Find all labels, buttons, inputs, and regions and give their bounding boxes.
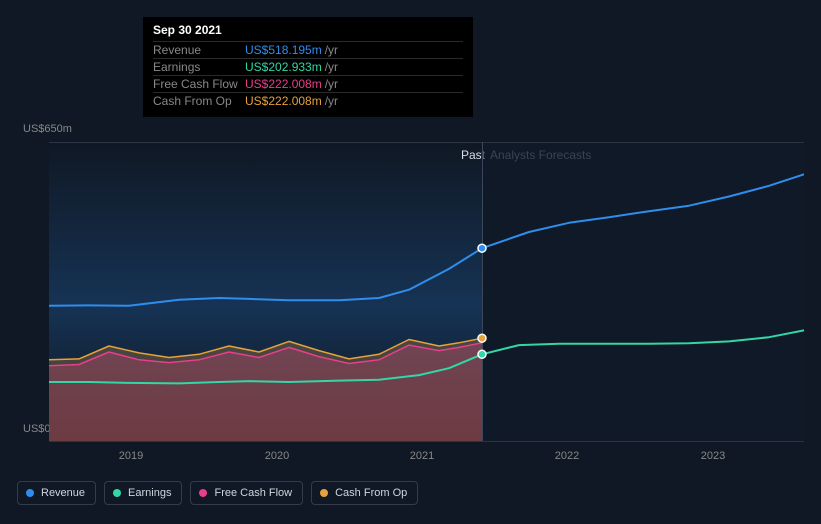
tooltip-row-label: Cash From Op bbox=[153, 94, 245, 108]
x-axis-label: 2019 bbox=[119, 450, 143, 462]
x-axis-label: 2023 bbox=[701, 450, 725, 462]
tooltip-date: Sep 30 2021 bbox=[153, 23, 463, 37]
legend-dot-icon bbox=[199, 489, 207, 497]
tooltip-row: Free Cash FlowUS$222.008m/yr bbox=[153, 75, 463, 92]
legend-item[interactable]: Earnings bbox=[104, 481, 182, 505]
legend-item-label: Cash From Op bbox=[335, 487, 407, 499]
earnings-revenue-chart: US$650m US$0 Past Analysts Forecasts 201… bbox=[17, 0, 804, 524]
x-axis-label: 2021 bbox=[410, 450, 434, 462]
legend-item[interactable]: Revenue bbox=[17, 481, 96, 505]
tooltip-row-value: US$518.195m bbox=[245, 43, 322, 57]
y-axis-max-label: US$650m bbox=[23, 123, 72, 135]
chart-legend: Revenue Earnings Free Cash Flow Cash From O… bbox=[17, 481, 418, 505]
tooltip-row-label: Free Cash Flow bbox=[153, 77, 245, 91]
y-axis-min-label: US$0 bbox=[23, 423, 51, 435]
tooltip-row: EarningsUS$202.933m/yr bbox=[153, 58, 463, 75]
legend-dot-icon bbox=[26, 489, 34, 497]
legend-item[interactable]: Free Cash Flow bbox=[190, 481, 303, 505]
chart-tooltip: Sep 30 2021 RevenueUS$518.195m/yrEarning… bbox=[143, 17, 473, 117]
tooltip-row-unit: /yr bbox=[325, 43, 338, 57]
x-axis-label: 2020 bbox=[265, 450, 289, 462]
legend-dot-icon bbox=[320, 489, 328, 497]
tooltip-row-unit: /yr bbox=[325, 94, 338, 108]
tooltip-row-value: US$202.933m bbox=[245, 60, 322, 74]
tooltip-row-label: Earnings bbox=[153, 60, 245, 74]
legend-item[interactable]: Cash From Op bbox=[311, 481, 418, 505]
x-axis-label: 2022 bbox=[555, 450, 579, 462]
legend-item-label: Earnings bbox=[128, 487, 171, 499]
legend-dot-icon bbox=[113, 489, 121, 497]
tooltip-row: RevenueUS$518.195m/yr bbox=[153, 41, 463, 58]
tooltip-row-unit: /yr bbox=[325, 77, 338, 91]
tooltip-row-value: US$222.008m bbox=[245, 94, 322, 108]
tooltip-row-value: US$222.008m bbox=[245, 77, 322, 91]
chart-plot bbox=[49, 142, 804, 442]
legend-item-label: Revenue bbox=[41, 487, 85, 499]
tooltip-row: Cash From OpUS$222.008m/yr bbox=[153, 92, 463, 109]
legend-item-label: Free Cash Flow bbox=[214, 487, 292, 499]
tooltip-row-unit: /yr bbox=[325, 60, 338, 74]
tooltip-row-label: Revenue bbox=[153, 43, 245, 57]
